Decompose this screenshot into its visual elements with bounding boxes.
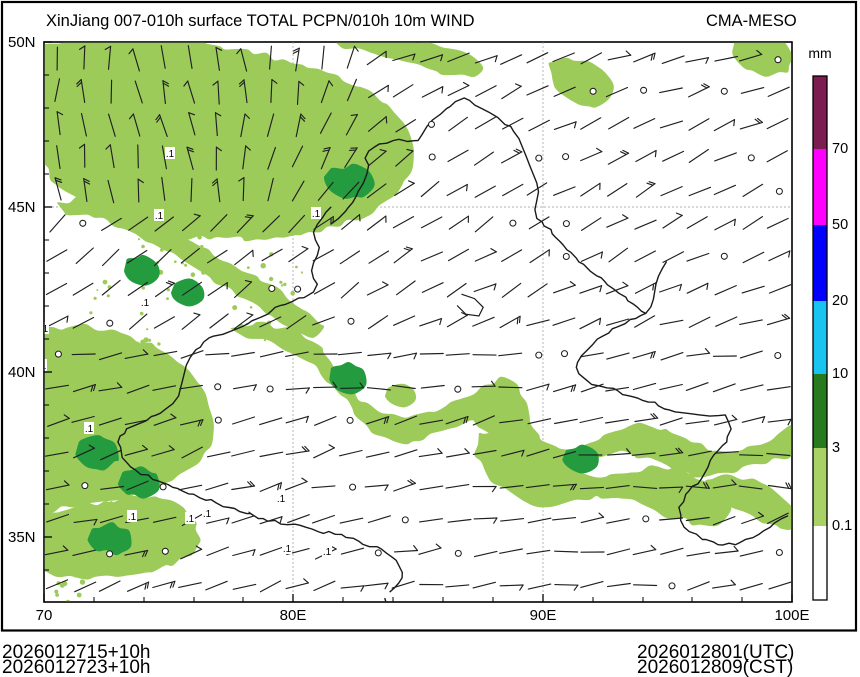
svg-text:2026012723+10h: 2026012723+10h bbox=[2, 657, 150, 677]
svg-text:50: 50 bbox=[832, 217, 848, 233]
svg-text:10: 10 bbox=[832, 366, 848, 382]
svg-text:90E: 90E bbox=[530, 607, 557, 624]
svg-text:70: 70 bbox=[832, 141, 848, 157]
svg-text:2026012809(CST): 2026012809(CST) bbox=[637, 657, 793, 677]
svg-text:mm: mm bbox=[808, 45, 831, 61]
svg-text:35N: 35N bbox=[8, 529, 36, 546]
svg-text:.1: .1 bbox=[277, 494, 286, 505]
svg-text:.1: .1 bbox=[186, 514, 195, 525]
svg-text:3: 3 bbox=[832, 440, 840, 456]
svg-text:.1: .1 bbox=[155, 211, 164, 222]
svg-text:.1: .1 bbox=[203, 509, 212, 520]
svg-text:50N: 50N bbox=[8, 34, 36, 51]
svg-text:80E: 80E bbox=[280, 607, 307, 624]
svg-text:70: 70 bbox=[36, 607, 53, 624]
svg-text:XinJiang 007-010h surface TOTA: XinJiang 007-010h surface TOTAL PCPN/010… bbox=[46, 12, 475, 30]
svg-text:100E: 100E bbox=[774, 607, 809, 624]
svg-text:.1: .1 bbox=[141, 298, 150, 309]
svg-text:.1: .1 bbox=[283, 544, 292, 555]
svg-text:CMA-MESO: CMA-MESO bbox=[706, 12, 797, 30]
svg-text:.1: .1 bbox=[323, 547, 332, 558]
svg-text:.1: .1 bbox=[128, 512, 137, 523]
svg-text:20: 20 bbox=[832, 293, 848, 309]
svg-text:45N: 45N bbox=[8, 199, 36, 216]
svg-text:40N: 40N bbox=[8, 364, 36, 381]
svg-text:.1: .1 bbox=[312, 209, 321, 220]
svg-text:0.1: 0.1 bbox=[832, 518, 852, 534]
svg-text:.1: .1 bbox=[38, 361, 47, 372]
svg-text:.1: .1 bbox=[166, 149, 175, 160]
svg-text:.1: .1 bbox=[85, 424, 94, 435]
